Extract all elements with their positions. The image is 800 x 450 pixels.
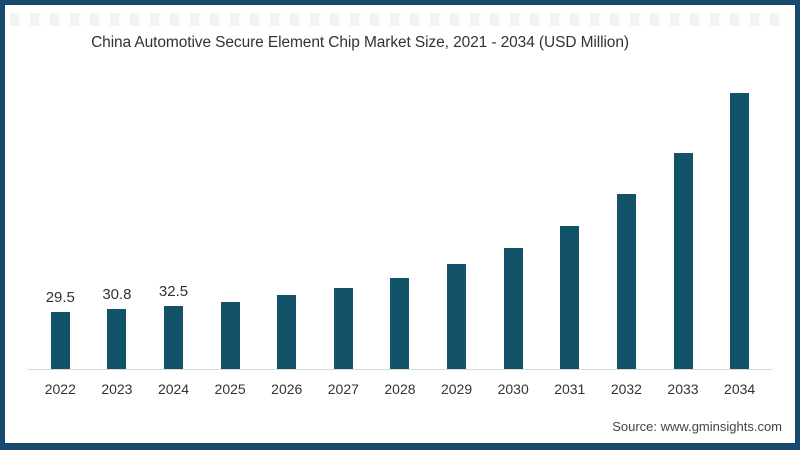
bar-chart: 29.5 30.8 32.5 (32, 92, 768, 369)
bar-column (258, 295, 315, 369)
bar (333, 287, 353, 369)
bar-column (711, 92, 768, 369)
bar (50, 311, 70, 369)
source-attribution: Source: www.gminsights.com (612, 419, 782, 434)
bar-column (202, 301, 259, 369)
bar (673, 152, 693, 369)
bar-column (655, 152, 712, 369)
x-axis-tick-label: 2030 (497, 381, 529, 397)
x-axis-tick-label: 2029 (440, 381, 473, 397)
bar-column (485, 248, 542, 369)
bar-column (541, 225, 598, 369)
bar (164, 306, 184, 369)
bar (560, 225, 580, 369)
bar-column (372, 278, 429, 369)
bar-column: 29.5 (32, 289, 89, 369)
x-axis-tick-label: 2022 (44, 381, 76, 397)
bar (447, 264, 467, 369)
bar-value-label: 30.8 (102, 286, 132, 304)
bar-value-label: 29.5 (45, 288, 75, 306)
x-axis-tick-label: 2034 (724, 381, 756, 397)
bar (390, 278, 410, 369)
x-axis-line (28, 369, 772, 370)
x-axis-tick-label: 2028 (384, 381, 416, 397)
bar-column: 30.8 (89, 286, 146, 369)
x-axis-tick-label: 2033 (667, 381, 699, 397)
chart-title: China Automotive Secure Element Chip Mar… (91, 34, 629, 51)
bar (220, 301, 240, 369)
bar (107, 309, 127, 369)
bar-column (428, 264, 485, 369)
bar-column (598, 193, 655, 369)
bar (503, 248, 523, 369)
x-axis-tick-label: 2027 (327, 381, 359, 397)
watermark-band (10, 13, 790, 26)
bar (616, 193, 636, 369)
x-axis-labels: 2022 2023 2024 2025 2026 2027 2028 2029 2030 2031… (32, 381, 768, 397)
bar-column: 32.5 (145, 283, 202, 369)
x-axis-tick-label: 2032 (610, 381, 642, 397)
x-axis-tick-label: 2023 (101, 381, 133, 397)
bar-column (315, 287, 372, 369)
bar-value-label: 32.5 (158, 283, 189, 300)
x-axis-tick-label: 2024 (157, 381, 190, 397)
bar (277, 295, 297, 369)
x-axis-tick-label: 2025 (214, 381, 246, 397)
x-axis-tick-label: 2031 (554, 381, 586, 397)
x-axis-tick-label: 2026 (271, 381, 303, 397)
bar (730, 92, 750, 369)
